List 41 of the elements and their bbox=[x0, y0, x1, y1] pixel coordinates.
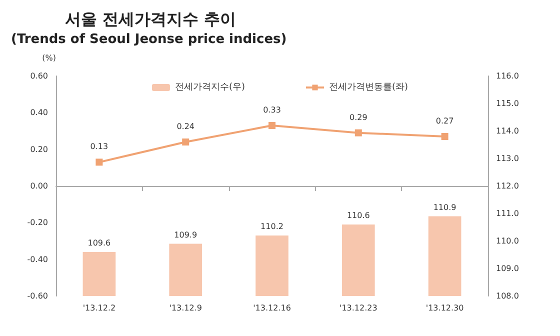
y-axis-title: (%) bbox=[42, 54, 56, 62]
y-tick-label: -0.20 bbox=[27, 218, 48, 228]
y-tick-label: 0.40 bbox=[30, 108, 48, 118]
point bbox=[96, 158, 103, 166]
data-label: 109.6 bbox=[88, 238, 111, 248]
y2-tick-label: 115.0 bbox=[496, 99, 519, 108]
y2-tick-label: 112.0 bbox=[496, 182, 519, 190]
point bbox=[354, 129, 362, 136]
point bbox=[268, 122, 276, 129]
y2-tick-label: 113.0 bbox=[496, 154, 519, 163]
y2-tick-label: 110.0 bbox=[496, 236, 519, 246]
chart-subtitle: (Trends of Seoul Jeonse price indices) bbox=[11, 32, 287, 47]
x-tick-label: '13.12.9 bbox=[169, 304, 202, 312]
data-label: 0.13 bbox=[90, 142, 108, 152]
data-label: 0.29 bbox=[349, 112, 368, 122]
y2-tick-label: 108.0 bbox=[496, 292, 519, 300]
point bbox=[182, 138, 190, 146]
y-tick-label: -0.40 bbox=[27, 254, 48, 264]
y2-tick-label: 116.0 bbox=[496, 72, 519, 80]
chart-title: 서울 전세가격지수 추이 bbox=[65, 10, 236, 28]
point bbox=[441, 133, 448, 140]
data-label: 0.24 bbox=[176, 122, 195, 131]
y-tick-label: -0.60 bbox=[27, 292, 48, 300]
y-tick-label: 0.20 bbox=[30, 144, 48, 154]
data-label: 109.9 bbox=[174, 230, 198, 240]
data-label: 110.9 bbox=[433, 202, 456, 212]
data-label: 0.33 bbox=[263, 106, 281, 114]
x-tick-label: '13.12.30 bbox=[426, 304, 464, 312]
x-tick-label: '13.12.23 bbox=[339, 304, 378, 312]
y2-tick-label: 109.0 bbox=[496, 264, 519, 273]
data-label: 110.2 bbox=[260, 222, 284, 231]
data-label: 110.6 bbox=[346, 211, 370, 220]
legend-label: 전세가격지수(우) bbox=[174, 82, 246, 92]
y-tick-label: 0.60 bbox=[30, 72, 48, 80]
y2-tick-label: 114.0 bbox=[496, 126, 519, 136]
y-tick-label: 0.00 bbox=[30, 182, 48, 190]
legend-label: 전세가격변동률(좌) bbox=[329, 82, 408, 92]
x-tick-label: '13.12.16 bbox=[253, 304, 291, 312]
y2-tick-label: 111.0 bbox=[496, 209, 519, 218]
x-tick-label: '13.12.2 bbox=[82, 304, 116, 312]
data-label: 0.27 bbox=[436, 116, 454, 126]
